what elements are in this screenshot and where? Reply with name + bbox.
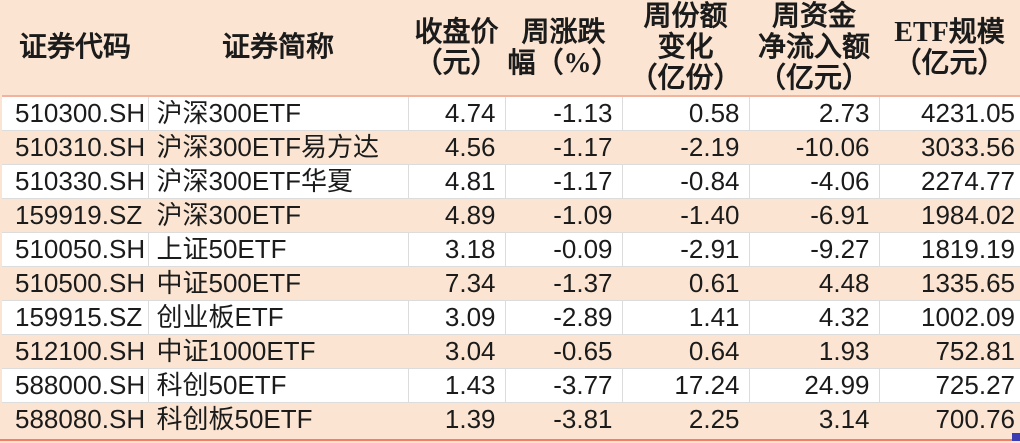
cell-net_inflow[interactable]: 2.73 — [749, 96, 880, 131]
cell-scale[interactable]: 1002.09 — [879, 300, 1020, 335]
cell-scale[interactable]: 752.81 — [879, 334, 1020, 369]
cell-close[interactable]: 4.89 — [408, 198, 506, 233]
cell-name[interactable]: 沪深300ETF易方达 — [148, 130, 409, 165]
cell-name[interactable]: 沪深300ETF华夏 — [148, 164, 409, 199]
table-row: 510330.SH 沪深300ETF华夏 4.81 -1.17 -0.84 -4.06 22… — [2, 164, 1020, 199]
header-row: 证券代码 证券简称 收盘价 （元） 周涨跌 幅（%） 周份额 变化 （亿份） 周… — [2, 0, 1020, 97]
cell-share_change[interactable]: -0.84 — [622, 164, 750, 199]
cell-weekly_change[interactable]: -1.13 — [505, 96, 623, 131]
cell-share_change[interactable]: 0.64 — [622, 334, 750, 369]
header-security-name[interactable]: 证券简称 — [148, 0, 408, 97]
cell-code[interactable]: 510330.SH — [2, 164, 149, 199]
header-security-code[interactable]: 证券代码 — [2, 0, 148, 97]
header-net-inflow[interactable]: 周资金 净流入额 （亿元） — [749, 0, 879, 97]
header-weekly-change[interactable]: 周涨跌 幅（%） — [505, 0, 622, 97]
cell-scale[interactable]: 725.27 — [879, 368, 1020, 403]
cell-share_change[interactable]: 0.58 — [622, 96, 750, 131]
cell-weekly_change[interactable]: -1.37 — [505, 266, 623, 301]
cell-code[interactable]: 510050.SH — [2, 232, 149, 267]
cell-weekly_change[interactable]: -1.17 — [505, 164, 623, 199]
cell-close[interactable]: 7.34 — [408, 266, 506, 301]
table-row: 512100.SH 中证1000ETF 3.04 -0.65 0.64 1.93 752.8… — [2, 334, 1020, 369]
cell-weekly_change[interactable]: -2.89 — [505, 300, 623, 335]
header-share-change[interactable]: 周份额 变化 （亿份） — [622, 0, 749, 97]
table-row: 510300.SH 沪深300ETF 4.74 -1.13 0.58 2.73 4231.0… — [2, 96, 1020, 131]
cell-name[interactable]: 中证500ETF — [148, 266, 409, 301]
cell-name[interactable]: 沪深300ETF — [148, 96, 409, 131]
cell-code[interactable]: 159915.SZ — [2, 300, 149, 335]
cell-name[interactable]: 科创50ETF — [148, 368, 409, 403]
cell-weekly_change[interactable]: -0.65 — [505, 334, 623, 369]
cell-net_inflow[interactable]: -9.27 — [749, 232, 880, 267]
table-body: 510300.SH 沪深300ETF 4.74 -1.13 0.58 2.73 4231.0… — [2, 96, 1020, 436]
cell-net_inflow[interactable]: 3.14 — [749, 402, 880, 436]
cell-weekly_change[interactable]: -3.81 — [505, 402, 623, 436]
fill-handle-icon[interactable] — [1012, 433, 1020, 441]
cell-code[interactable]: 159919.SZ — [2, 198, 149, 233]
cell-share_change[interactable]: -1.40 — [622, 198, 750, 233]
table-row: 510310.SH 沪深300ETF易方达 4.56 -1.17 -2.19 -10.06… — [2, 130, 1020, 165]
cell-net_inflow[interactable]: 1.93 — [749, 334, 880, 369]
cell-weekly_change[interactable]: -3.77 — [505, 368, 623, 403]
cell-scale[interactable]: 700.76 — [879, 402, 1020, 436]
table-row: 588000.SH 科创50ETF 1.43 -3.77 17.24 24.99 725.2… — [2, 368, 1020, 403]
cell-code[interactable]: 588080.SH — [2, 402, 149, 436]
header-close-price[interactable]: 收盘价 （元） — [408, 0, 505, 97]
cell-share_change[interactable]: 1.41 — [622, 300, 750, 335]
cell-scale[interactable]: 1819.19 — [879, 232, 1020, 267]
cell-scale[interactable]: 1335.65 — [879, 266, 1020, 301]
cell-code[interactable]: 510300.SH — [2, 96, 149, 131]
cell-close[interactable]: 3.18 — [408, 232, 506, 267]
header-etf-scale[interactable]: ETF规模 （亿元） — [879, 0, 1020, 97]
cell-net_inflow[interactable]: 24.99 — [749, 368, 880, 403]
table-row: 510500.SH 中证500ETF 7.34 -1.37 0.61 4.48 1335.6… — [2, 266, 1020, 301]
cell-share_change[interactable]: 2.25 — [622, 402, 750, 436]
cell-weekly_change[interactable]: -1.17 — [505, 130, 623, 165]
cell-name[interactable]: 中证1000ETF — [148, 334, 409, 369]
cell-close[interactable]: 1.39 — [408, 402, 506, 436]
cell-share_change[interactable]: -2.19 — [622, 130, 750, 165]
cell-close[interactable]: 4.56 — [408, 130, 506, 165]
table-row: 510050.SH 上证50ETF 3.18 -0.09 -2.91 -9.27 1819.… — [2, 232, 1020, 267]
cell-share_change[interactable]: 0.61 — [622, 266, 750, 301]
cell-scale[interactable]: 4231.05 — [879, 96, 1020, 131]
cell-close[interactable]: 4.81 — [408, 164, 506, 199]
cell-scale[interactable]: 2274.77 — [879, 164, 1020, 199]
cell-code[interactable]: 510500.SH — [2, 266, 149, 301]
table-row: 159919.SZ 沪深300ETF 4.89 -1.09 -1.40 -6.91 1984… — [2, 198, 1020, 233]
cell-scale[interactable]: 3033.56 — [879, 130, 1020, 165]
cell-code[interactable]: 588000.SH — [2, 368, 149, 403]
table-bottom-rule — [0, 439, 1020, 441]
cell-close[interactable]: 3.09 — [408, 300, 506, 335]
cell-net_inflow[interactable]: -6.91 — [749, 198, 880, 233]
cell-name[interactable]: 创业板ETF — [148, 300, 409, 335]
cell-code[interactable]: 512100.SH — [2, 334, 149, 369]
cell-close[interactable]: 1.43 — [408, 368, 506, 403]
cell-scale[interactable]: 1984.02 — [879, 198, 1020, 233]
cell-name[interactable]: 上证50ETF — [148, 232, 409, 267]
cell-net_inflow[interactable]: 4.32 — [749, 300, 880, 335]
cell-name[interactable]: 科创板50ETF — [148, 402, 409, 436]
cell-weekly_change[interactable]: -0.09 — [505, 232, 623, 267]
cell-close[interactable]: 3.04 — [408, 334, 506, 369]
cell-net_inflow[interactable]: -10.06 — [749, 130, 880, 165]
table-row: 159915.SZ 创业板ETF 3.09 -2.89 1.41 4.32 1002.09 — [2, 300, 1020, 335]
cell-weekly_change[interactable]: -1.09 — [505, 198, 623, 233]
cell-close[interactable]: 4.74 — [408, 96, 506, 131]
table-row: 588080.SH 科创板50ETF 1.39 -3.81 2.25 3.14 700.76 — [2, 402, 1020, 436]
cell-net_inflow[interactable]: 4.48 — [749, 266, 880, 301]
cell-share_change[interactable]: 17.24 — [622, 368, 750, 403]
cell-share_change[interactable]: -2.91 — [622, 232, 750, 267]
cell-net_inflow[interactable]: -4.06 — [749, 164, 880, 199]
cell-name[interactable]: 沪深300ETF — [148, 198, 409, 233]
cell-code[interactable]: 510310.SH — [2, 130, 149, 165]
